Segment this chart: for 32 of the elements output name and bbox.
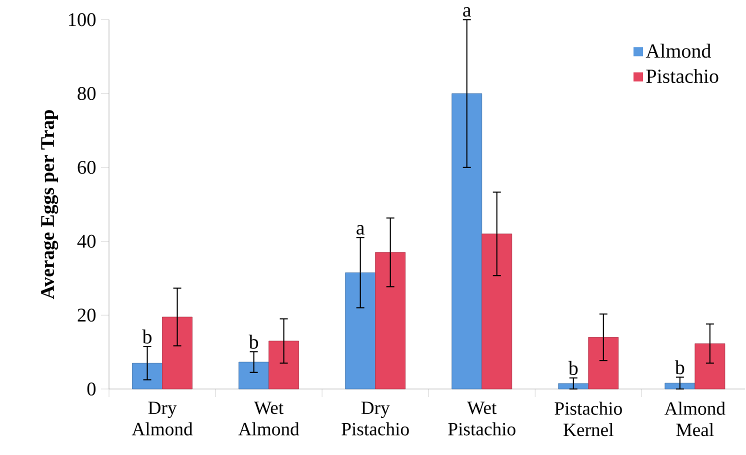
y-tick-label: 100 — [68, 13, 96, 26]
annotation: b — [142, 330, 152, 344]
x-tick-label: Almond Meal — [664, 402, 726, 436]
bar — [238, 362, 269, 390]
bar — [345, 272, 376, 390]
legend-label: Pistachio — [646, 68, 718, 84]
bar — [588, 337, 619, 390]
annotation: b — [674, 360, 684, 374]
y-tick-label: 80 — [78, 87, 96, 100]
x-tick-label: Pistachio Kernel — [554, 402, 622, 436]
bar — [482, 234, 512, 390]
x-tick-label: Wet Pistachio — [448, 402, 516, 436]
y-tick-label: 20 — [78, 308, 96, 322]
x-tick-label: Dry Almond — [132, 402, 193, 436]
bar — [558, 383, 589, 390]
annotation: a — [356, 225, 364, 235]
y-tick-label: 40 — [77, 234, 96, 248]
y-tick-label: 0 — [87, 382, 96, 396]
legend-label: Almond — [646, 44, 711, 58]
bar — [268, 340, 300, 390]
x-tick-label: Wet Almond — [238, 402, 300, 436]
y-tick-label: 60 — [78, 160, 96, 174]
bar — [375, 252, 406, 390]
bar — [452, 93, 482, 390]
bar — [162, 316, 192, 390]
y-axis-title: Average Eggs per Trap — [41, 110, 58, 300]
x-tick-label: Dry Pistachio — [342, 402, 409, 436]
bar — [694, 343, 726, 390]
annotation: b — [568, 360, 578, 375]
text: a — [463, 7, 472, 17]
bar — [664, 382, 696, 390]
annotation: b — [248, 334, 258, 349]
